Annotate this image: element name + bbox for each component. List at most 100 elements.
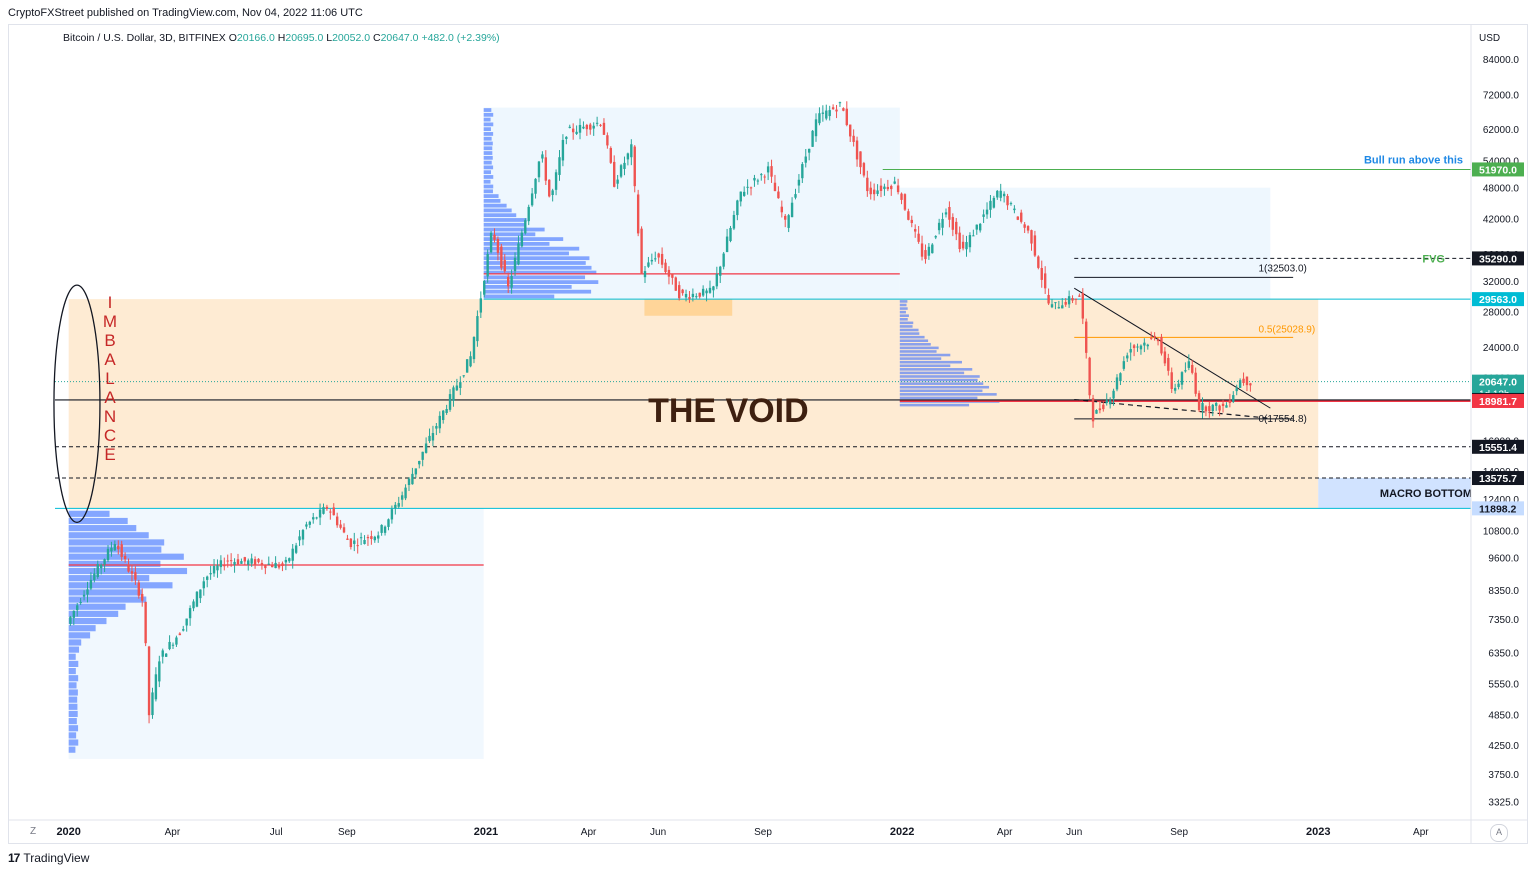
volume-profile-bar-2022	[899, 378, 978, 382]
candle-body	[79, 601, 82, 604]
candle-body	[1156, 339, 1160, 342]
candle-body	[794, 194, 797, 198]
candle-body	[445, 409, 448, 413]
volume-profile-bar-2021	[483, 122, 494, 127]
candle-body	[787, 215, 790, 228]
candle-body	[223, 565, 226, 567]
candle-body	[383, 526, 387, 533]
candle-body	[859, 151, 862, 168]
volume-profile-bar-2020	[68, 703, 78, 710]
candle-body	[708, 287, 712, 293]
candle-body	[927, 246, 931, 256]
candle-body	[688, 297, 691, 299]
candle-body	[1235, 388, 1238, 392]
candle-body	[243, 557, 247, 562]
candle-body	[831, 107, 835, 110]
candle-body	[674, 277, 677, 291]
candle-body	[161, 650, 164, 657]
candle-body	[89, 579, 93, 589]
volume-profile-bar-2021	[483, 256, 590, 261]
price-axis-badge-text: 18981.7	[1479, 396, 1517, 408]
imbalance-letter: A	[104, 388, 116, 407]
candle-body	[763, 176, 766, 178]
candle-body	[879, 185, 883, 191]
legend-part: C	[370, 32, 381, 44]
tradingview-brand: TradingView	[23, 851, 90, 865]
candle-body	[503, 260, 506, 272]
candle-body	[397, 503, 400, 507]
candle-body	[517, 243, 520, 265]
candle-body	[900, 193, 903, 200]
tradingview-footer: 17 TradingView	[8, 851, 89, 865]
volume-profile-bar-2021	[483, 108, 492, 112]
time-tick-label: Sep	[338, 827, 356, 838]
legend-part: Bitcoin / U.S. Dollar, 3D, BITFINEX	[63, 32, 229, 44]
candle-body	[472, 336, 476, 360]
candle-body	[315, 517, 318, 519]
volume-profile-bar-2021	[483, 198, 501, 203]
volume-profile-bar-2020	[68, 610, 119, 617]
volume-profile-bar-2021	[483, 275, 586, 280]
auto-scale-button[interactable]: A	[1490, 824, 1508, 842]
candle-body	[606, 135, 609, 146]
imbalance-letter: C	[104, 426, 116, 445]
candle-body	[147, 646, 151, 716]
candle-body	[548, 179, 551, 197]
time-tick-label: Jul	[270, 827, 283, 838]
candle-body	[770, 166, 773, 177]
candle-body	[924, 250, 927, 260]
candle-body	[260, 562, 264, 566]
volume-profile-bar-2020	[68, 739, 79, 746]
candle-body	[996, 190, 999, 198]
price-axis-badge-text: 11898.2	[1479, 503, 1517, 515]
macro-bottom-label: MACRO BOTTOM	[1380, 488, 1472, 500]
candle-body	[308, 521, 312, 525]
price-axis-badge	[1472, 162, 1524, 177]
candle-body	[1221, 403, 1225, 406]
candle-body	[1197, 393, 1201, 411]
candle-body	[158, 661, 161, 682]
volume-profile-bar-2022	[899, 371, 965, 375]
candle-body	[489, 232, 493, 253]
candle-body	[1160, 336, 1163, 354]
imbalance-ellipse	[53, 284, 101, 524]
price-axis-badge-text: 15551.4	[1479, 442, 1517, 454]
candle-body	[117, 545, 120, 550]
price-axis-badge	[1472, 439, 1524, 454]
candle-body	[312, 517, 315, 520]
price-tick-label: 3325.0	[1488, 797, 1519, 808]
macro-bottom-zone	[1318, 478, 1471, 509]
candle-body	[1105, 400, 1108, 404]
volume-profile-bar-2020	[68, 589, 142, 596]
candle-body	[267, 563, 270, 565]
price-tick-label: 8350.0	[1488, 586, 1519, 597]
candle-body	[592, 125, 595, 129]
imbalance-letter: A	[104, 350, 116, 369]
candle-body	[1016, 216, 1020, 220]
candle-body	[561, 139, 565, 161]
volume-profile-bar-2021	[483, 284, 572, 289]
candle-body	[736, 200, 739, 216]
candle-body	[1204, 406, 1208, 412]
time-tick-label: 2023	[1306, 826, 1330, 838]
volume-profile-bar-2020	[68, 617, 107, 625]
volume-profile-bar-2020	[68, 675, 79, 682]
price-axis-badge	[1472, 471, 1524, 486]
candle-body	[876, 190, 879, 194]
candle-body	[578, 124, 582, 133]
candle-body	[1081, 293, 1084, 319]
candle-body	[284, 559, 288, 563]
volume-profile-bar-2021	[483, 222, 527, 227]
candle-body	[698, 292, 701, 297]
chart-frame[interactable]: I M B A L A N C E THE VOID Bull run above this FVG M…	[8, 24, 1528, 844]
candle-body	[595, 122, 599, 124]
time-tick-label: Apr	[581, 827, 597, 838]
candle-body	[719, 266, 722, 276]
candle-body	[452, 387, 455, 401]
candle-body	[941, 218, 944, 228]
volume-profile-bar-2022	[899, 332, 920, 335]
price-tick-label: 48000.0	[1483, 184, 1520, 195]
candle-body	[195, 591, 199, 607]
log-scale-toggle-button[interactable]: Z	[29, 826, 37, 837]
